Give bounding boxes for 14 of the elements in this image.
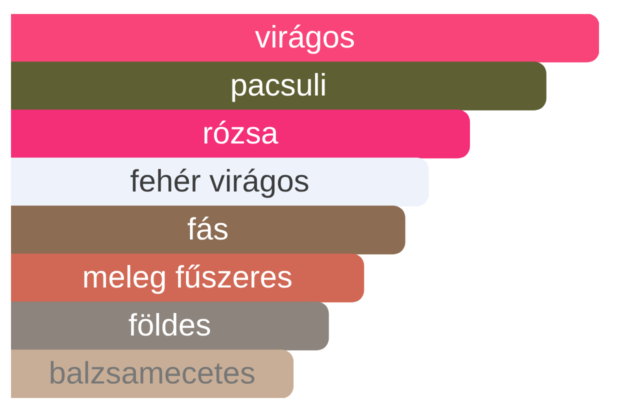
y-tick-label: pacsuli xyxy=(230,68,327,103)
y-tick-label: balzsamecetes xyxy=(48,356,256,391)
bar xyxy=(11,62,546,110)
y-tick-label: virágos xyxy=(255,20,355,55)
bar xyxy=(11,302,329,350)
bar xyxy=(11,158,429,206)
y-tick-label: meleg fűszeres xyxy=(82,260,293,295)
y-tick-label: fás xyxy=(187,212,229,247)
bar xyxy=(11,14,599,62)
bar xyxy=(11,110,470,158)
y-tick-label: fehér virágos xyxy=(130,164,310,199)
y-tick-label: földes xyxy=(128,308,212,343)
bar xyxy=(11,206,406,254)
y-tick-label: rózsa xyxy=(202,116,279,151)
